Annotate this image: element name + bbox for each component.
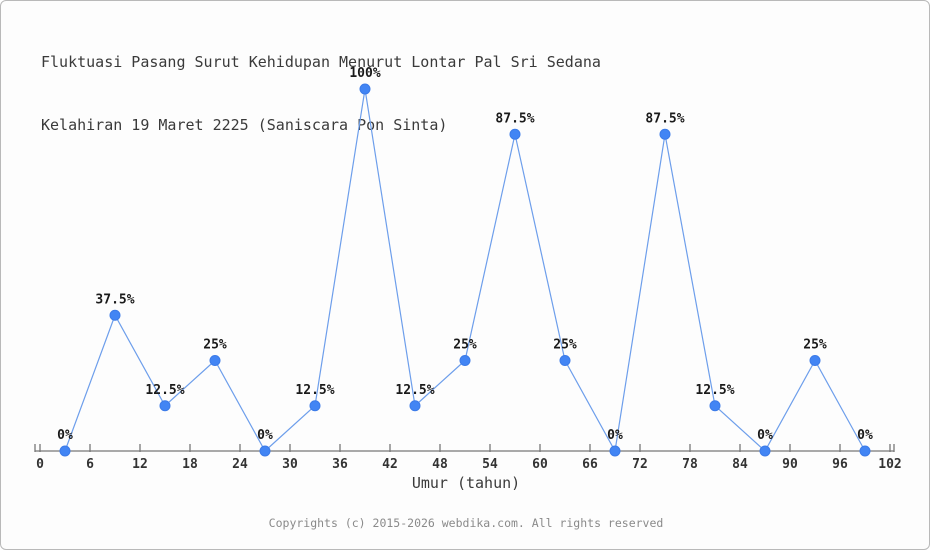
data-point-marker (359, 83, 371, 95)
x-axis-tick-label: 36 (332, 457, 348, 472)
data-point-marker (759, 445, 771, 457)
x-axis-tick-label: 18 (182, 457, 198, 472)
data-point-label: 0% (607, 428, 623, 443)
x-axis-tick-label: 102 (878, 457, 901, 472)
data-series-line (64, 88, 866, 453)
x-axis-tick-label: 30 (282, 457, 298, 472)
data-point-marker (59, 445, 71, 457)
data-point-label: 12.5% (695, 383, 734, 398)
x-axis-tick-label: 84 (732, 457, 748, 472)
data-point-label: 37.5% (95, 292, 134, 307)
x-axis-tick-label: 6 (86, 457, 94, 472)
data-point-label: 12.5% (145, 383, 184, 398)
data-point-label: 100% (349, 66, 380, 81)
data-point-marker (859, 445, 871, 457)
x-axis-tick-label: 54 (482, 457, 498, 472)
data-point-label: 25% (803, 338, 827, 353)
x-axis-tick-label: 42 (382, 457, 398, 472)
copyright-footer: Copyrights (c) 2015-2026 webdika.com. Al… (268, 516, 664, 530)
x-axis-tick-label: 0 (36, 457, 44, 472)
data-point-marker (409, 400, 421, 412)
chart-title-line1: Fluktuasi Pasang Surut Kehidupan Menurut… (41, 53, 601, 71)
data-point-label: 25% (553, 338, 577, 353)
chart-title: Fluktuasi Pasang Surut Kehidupan Menurut… (41, 10, 601, 178)
data-point-marker (259, 445, 271, 457)
data-point-label: 25% (453, 338, 477, 353)
x-axis-tick-label: 78 (682, 457, 698, 472)
chart-title-line2: Kelahiran 19 Maret 2225 (Saniscara Pon S… (41, 116, 448, 134)
x-axis-tick-label: 48 (432, 457, 448, 472)
data-point-marker (309, 400, 321, 412)
data-point-marker (659, 128, 671, 140)
data-point-label: 12.5% (395, 383, 434, 398)
data-point-marker (559, 355, 571, 366)
data-point-marker (209, 355, 221, 366)
x-axis-tick-label: 66 (582, 457, 598, 472)
x-axis-tick-label: 60 (532, 457, 548, 472)
data-point-marker (109, 309, 121, 321)
x-axis-label: Umur (tahun) (411, 474, 521, 492)
data-point-label: 0% (757, 428, 773, 443)
data-point-marker (809, 355, 821, 366)
x-axis-tick-label: 90 (782, 457, 798, 472)
data-point-marker (459, 355, 471, 366)
data-point-label: 87.5% (495, 111, 534, 126)
data-point-label: 87.5% (645, 111, 684, 126)
x-axis-tick-label: 24 (232, 457, 248, 472)
data-point-label: 0% (257, 428, 273, 443)
x-axis-tick-label: 72 (632, 457, 648, 472)
data-point-marker (709, 400, 721, 412)
x-axis-tick-label: 12 (132, 457, 148, 472)
data-point-label: 0% (57, 428, 73, 443)
data-point-marker (509, 128, 521, 140)
data-point-marker (609, 445, 621, 457)
data-point-label: 0% (857, 428, 873, 443)
x-axis-tick-label: 96 (832, 457, 848, 472)
data-point-marker (159, 400, 171, 412)
data-point-label: 25% (203, 338, 227, 353)
data-point-label: 12.5% (295, 383, 334, 398)
